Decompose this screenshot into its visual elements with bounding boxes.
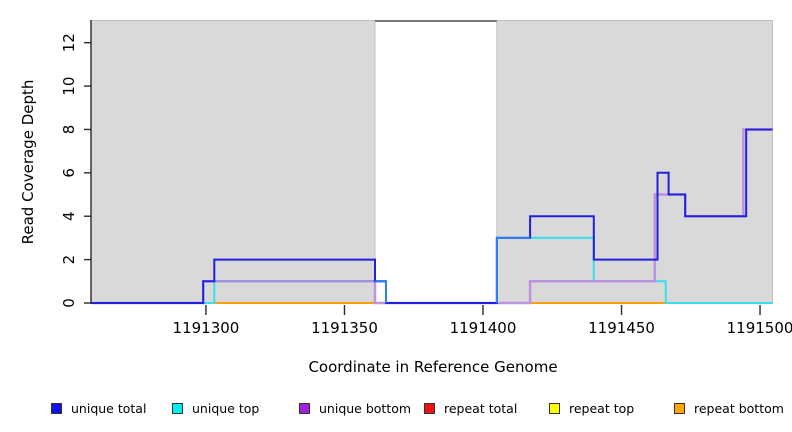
x-axis-label: Coordinate in Reference Genome xyxy=(308,358,557,376)
legend-swatch xyxy=(299,402,310,414)
legend-swatch xyxy=(172,402,183,414)
shaded-region xyxy=(496,20,773,304)
legend-label: unique bottom xyxy=(319,400,412,416)
series-lines xyxy=(91,128,773,305)
y-tick-label: 4 xyxy=(60,211,78,221)
legend-swatch xyxy=(424,402,435,414)
x-tick-label: 1191500 xyxy=(727,319,792,337)
x-tick-label: 1191450 xyxy=(588,319,655,337)
x-tick-label: 1191300 xyxy=(173,319,240,337)
legend-item-repeat-top: repeat top xyxy=(549,397,634,419)
y-tick-label: 6 xyxy=(60,168,78,178)
legend-swatch xyxy=(674,402,685,414)
legend-item-unique-top: unique top xyxy=(172,397,259,419)
overlay-blue-cyan-blend-rise3 xyxy=(495,236,531,303)
series-unique-total xyxy=(91,128,773,304)
y-tick-label: 10 xyxy=(60,77,78,96)
shaded-regions xyxy=(90,20,773,304)
y-tick-label: 12 xyxy=(60,33,78,52)
axes: 0 2 4 6 8 10 12 1191300 1191350 1191400 1191450 119… xyxy=(60,20,792,337)
legend: unique total unique top unique bottom repea… xyxy=(0,397,792,421)
legend-swatch xyxy=(51,402,62,414)
y-axis-label: Read Coverage Depth xyxy=(19,80,37,245)
legend-label: repeat bottom xyxy=(694,400,784,416)
legend-label: unique total xyxy=(71,400,147,416)
legend-item-repeat-bottom: repeat bottom xyxy=(674,397,784,419)
legend-item-repeat-total: repeat total xyxy=(424,397,517,419)
x-tick-label: 1191400 xyxy=(450,319,517,337)
y-tick-label: 8 xyxy=(60,125,78,135)
y-tick-label: 2 xyxy=(60,255,78,265)
x-tick-label: 1191350 xyxy=(311,319,378,337)
shaded-region xyxy=(90,20,376,304)
legend-swatch xyxy=(549,402,560,414)
legend-item-unique-bottom: unique bottom xyxy=(299,397,411,419)
overlay-blue-cyan-blend-depth1 xyxy=(375,280,387,303)
legend-label: repeat total xyxy=(444,400,518,416)
y-tick-label: 0 xyxy=(60,298,78,308)
legend-label: repeat top xyxy=(569,400,635,416)
legend-item-unique-total: unique total xyxy=(51,397,146,419)
legend-label: unique top xyxy=(192,400,260,416)
